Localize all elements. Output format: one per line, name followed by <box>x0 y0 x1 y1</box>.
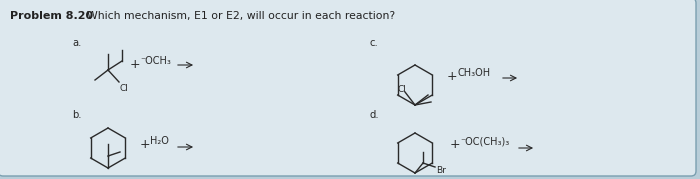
Text: H₂O: H₂O <box>150 136 169 146</box>
Text: +: + <box>130 58 141 71</box>
Text: Cl: Cl <box>120 84 129 93</box>
Text: d.: d. <box>370 110 379 120</box>
Text: Which mechanism, E1 or E2, will occur in each reaction?: Which mechanism, E1 or E2, will occur in… <box>80 11 395 21</box>
Text: Problem 8.20: Problem 8.20 <box>10 11 93 21</box>
Text: Br: Br <box>436 166 446 175</box>
FancyBboxPatch shape <box>0 0 696 176</box>
Text: ⁻OC(CH₃)₃: ⁻OC(CH₃)₃ <box>460 136 510 146</box>
Text: +: + <box>447 70 458 83</box>
Text: +: + <box>450 138 461 151</box>
Text: b.: b. <box>72 110 81 120</box>
Text: ⁻OCH₃: ⁻OCH₃ <box>140 56 171 66</box>
Text: a.: a. <box>72 38 81 48</box>
Text: CH₃OH: CH₃OH <box>457 68 490 78</box>
Text: +: + <box>140 138 150 151</box>
Text: Cl: Cl <box>397 85 406 94</box>
Text: c.: c. <box>370 38 379 48</box>
